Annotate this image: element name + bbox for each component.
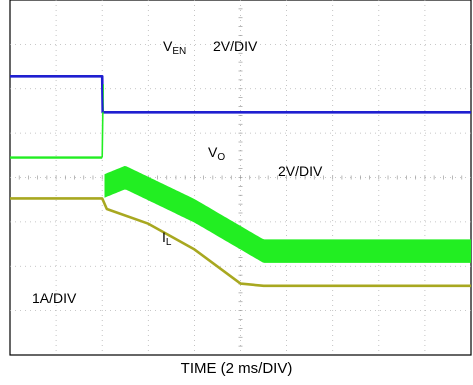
traces bbox=[10, 75, 471, 288]
vo-label: VO bbox=[208, 144, 225, 163]
vo-scale: 2V/DIV bbox=[278, 163, 323, 179]
trace-vo bbox=[10, 197, 471, 288]
x-axis-label: TIME (2 ms/DIV) bbox=[180, 360, 293, 377]
ven-scale: 2V/DIV bbox=[213, 38, 258, 54]
il-scale: 1A/DIV bbox=[32, 290, 77, 306]
trace-il-ripple-band bbox=[104, 166, 471, 263]
il-label: IL bbox=[162, 229, 172, 248]
ven-label: VEN bbox=[163, 38, 186, 57]
